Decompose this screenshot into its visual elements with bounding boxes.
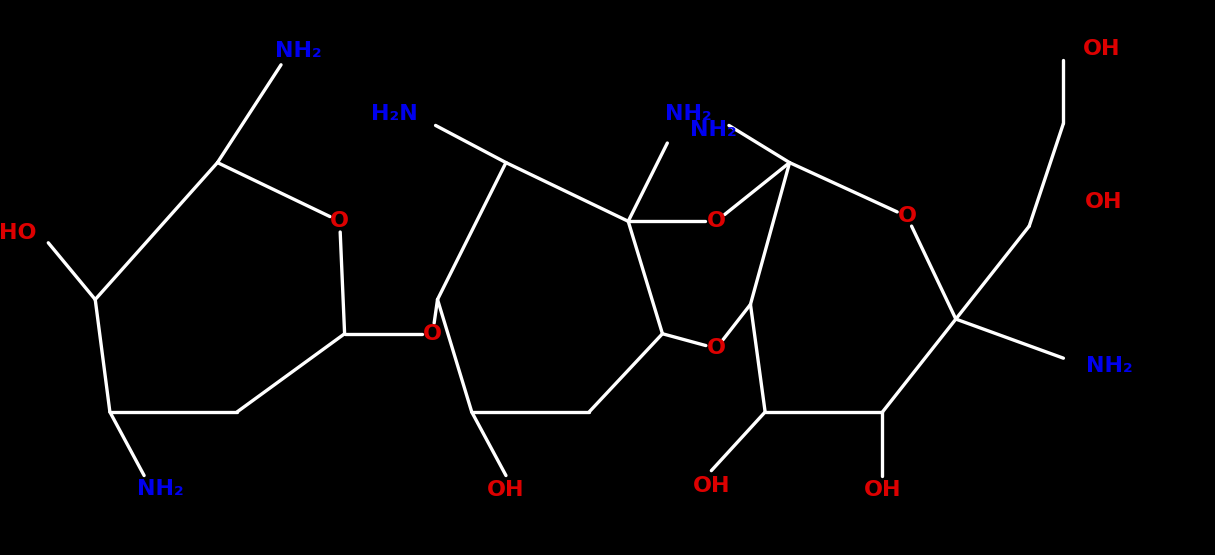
- Text: O: O: [423, 324, 442, 344]
- Text: OH: OH: [1085, 191, 1123, 211]
- Text: NH₂: NH₂: [690, 120, 736, 140]
- Text: OH: OH: [487, 480, 525, 500]
- Text: NH₂: NH₂: [137, 479, 185, 500]
- Text: O: O: [707, 339, 725, 359]
- Text: H₂N: H₂N: [372, 104, 418, 124]
- Text: OH: OH: [864, 480, 902, 500]
- Text: O: O: [898, 206, 916, 226]
- Text: OH: OH: [693, 476, 730, 496]
- Text: NH₂: NH₂: [1086, 356, 1132, 376]
- Text: O: O: [330, 211, 349, 231]
- Text: NH₂: NH₂: [276, 41, 322, 61]
- Text: OH: OH: [1083, 39, 1120, 59]
- Text: NH₂: NH₂: [665, 104, 711, 124]
- Text: HO: HO: [0, 223, 36, 243]
- Text: O: O: [707, 211, 725, 231]
